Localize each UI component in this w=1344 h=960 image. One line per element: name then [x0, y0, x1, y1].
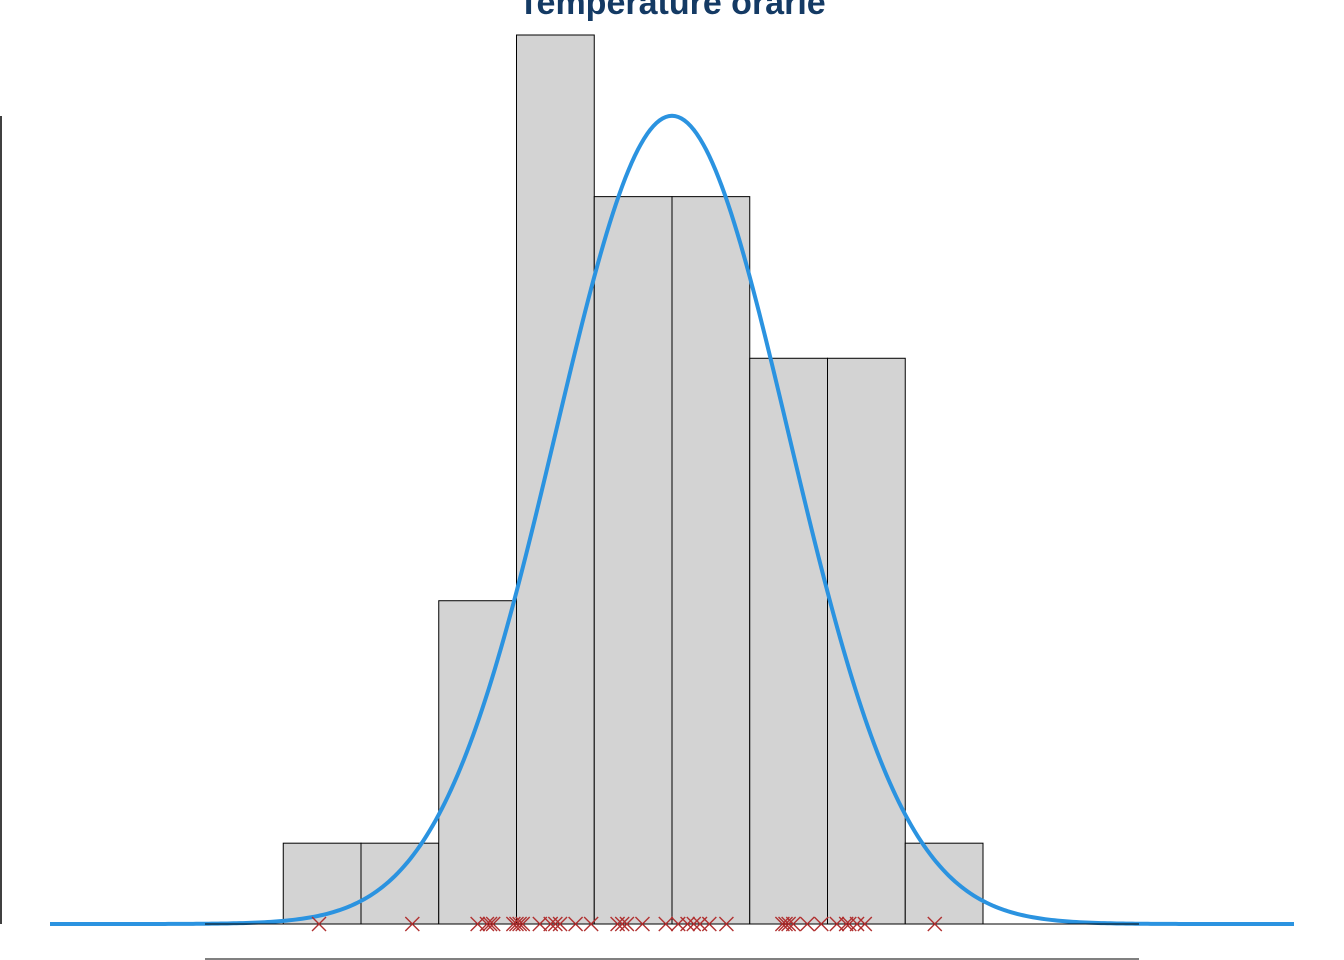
rug-mark — [479, 916, 495, 932]
histogram-bar — [904, 842, 984, 925]
rug-mark — [619, 916, 635, 932]
histogram-bar — [360, 842, 440, 925]
rug-mark — [485, 916, 501, 932]
rug-mark — [785, 916, 801, 932]
rug-mark — [841, 916, 857, 932]
rug-mark — [680, 916, 696, 932]
rug-mark — [532, 916, 548, 932]
rug-mark — [512, 916, 528, 932]
rug-mark — [701, 916, 717, 932]
rug-group — [311, 916, 943, 932]
rug-mark — [482, 916, 498, 932]
rug-mark — [614, 916, 630, 932]
rug-mark — [547, 916, 563, 932]
rug-mark — [568, 916, 584, 932]
rug-mark — [718, 916, 734, 932]
rug-mark — [509, 916, 524, 932]
rug-mark — [686, 916, 702, 932]
rug-mark — [813, 916, 829, 932]
bars-group — [282, 34, 984, 925]
rug-mark — [799, 916, 815, 932]
rug-mark — [774, 916, 790, 932]
histogram-bar — [593, 196, 673, 925]
histogram-bar — [671, 196, 751, 925]
rug-mark — [857, 916, 873, 932]
rug-mark — [552, 916, 568, 932]
rug-mark — [781, 916, 797, 932]
normal-curve — [50, 113, 1294, 926]
histogram-bar — [438, 600, 517, 925]
chart-title: Temperature orarie — [518, 0, 825, 22]
rug-mark — [311, 916, 327, 932]
rug-mark — [927, 916, 943, 932]
rug-mark — [838, 916, 854, 932]
rug-mark — [778, 916, 794, 932]
rug-mark — [634, 916, 650, 932]
histogram-bar — [516, 34, 595, 925]
histogram-bar — [282, 842, 362, 925]
rug-mark — [658, 916, 674, 932]
rug-mark — [583, 916, 599, 932]
rug-mark — [515, 916, 531, 932]
rug-mark — [849, 916, 865, 932]
rug-mark — [404, 916, 420, 932]
histogram-bar — [749, 357, 828, 925]
